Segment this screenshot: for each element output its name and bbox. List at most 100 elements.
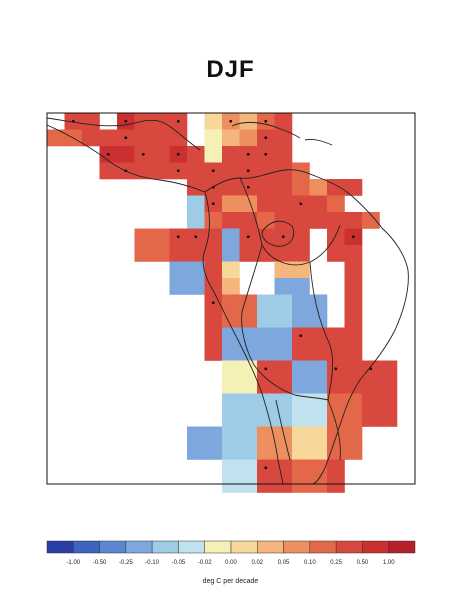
grid-cell bbox=[344, 410, 363, 427]
grid-cell bbox=[327, 212, 345, 229]
grid-cell bbox=[134, 162, 153, 180]
sa-east-coast bbox=[311, 195, 409, 485]
grid-cell bbox=[379, 410, 398, 427]
significance-dot bbox=[211, 301, 215, 305]
grid-cell bbox=[309, 311, 328, 328]
grid-cell bbox=[187, 212, 205, 229]
grid-cell bbox=[187, 195, 205, 213]
grid-cell bbox=[204, 327, 223, 345]
central-america-coast-north bbox=[46, 117, 201, 151]
grid-cell bbox=[344, 278, 363, 295]
significance-dot bbox=[246, 152, 250, 156]
grid-cell bbox=[222, 426, 240, 444]
colorbar-box bbox=[362, 540, 389, 554]
grid-cell bbox=[274, 113, 293, 130]
grid-cell bbox=[239, 294, 258, 312]
significance-dot bbox=[211, 202, 215, 206]
sa-west-coast bbox=[202, 191, 284, 485]
grid-cell bbox=[187, 179, 205, 196]
grid-cell bbox=[292, 410, 310, 427]
grid-cell bbox=[309, 443, 328, 460]
grid-cell bbox=[222, 261, 240, 279]
grid-cell bbox=[222, 162, 240, 180]
colorbar-tick-label: -0.05 bbox=[172, 560, 186, 566]
grid-cell bbox=[239, 443, 258, 460]
grid-cell bbox=[152, 245, 170, 262]
grid-cell bbox=[327, 393, 345, 411]
significance-dot bbox=[351, 235, 355, 239]
grid-cell bbox=[222, 443, 240, 460]
grid-cell bbox=[274, 344, 293, 361]
significance-dot bbox=[106, 152, 110, 156]
grid-cell bbox=[309, 410, 328, 427]
grid-cell bbox=[204, 443, 223, 460]
grid-cell bbox=[274, 278, 293, 295]
grid-cell bbox=[274, 360, 293, 378]
grid-cell bbox=[257, 344, 275, 361]
grid-cell bbox=[274, 393, 293, 411]
colorbar-box bbox=[283, 540, 311, 554]
grid-cell bbox=[82, 113, 100, 130]
significance-dot bbox=[176, 235, 180, 239]
colorbar-tick-label: 0.05 bbox=[278, 560, 290, 566]
grid-cell bbox=[274, 245, 293, 262]
grid-cell bbox=[222, 294, 240, 312]
significance-dot bbox=[264, 136, 268, 140]
grid-cell bbox=[309, 294, 328, 312]
grid-cell bbox=[292, 311, 310, 328]
grid-cell bbox=[239, 212, 258, 229]
grid-cell bbox=[239, 129, 258, 147]
grid-cell bbox=[274, 294, 293, 312]
grid-cell bbox=[257, 377, 275, 394]
grid-cell bbox=[239, 459, 258, 477]
colorbar-tick-label: 0.25 bbox=[330, 560, 342, 566]
grid-cell bbox=[274, 311, 293, 328]
colorbar-tick-label: 1.00 bbox=[383, 560, 395, 566]
grid-cell bbox=[187, 426, 205, 444]
grid-cell bbox=[222, 393, 240, 411]
grid-cell bbox=[274, 129, 293, 147]
grid-cell bbox=[222, 212, 240, 229]
colorbar-box bbox=[257, 540, 284, 554]
grid-cell bbox=[257, 245, 275, 262]
significance-dot bbox=[176, 169, 180, 173]
grid-cell bbox=[344, 344, 363, 361]
significance-dot bbox=[299, 202, 303, 206]
grid-cell bbox=[169, 245, 188, 262]
grid-cell bbox=[257, 294, 275, 312]
grid-cell bbox=[362, 410, 380, 427]
grid-cell bbox=[309, 179, 328, 196]
grid-cell bbox=[222, 344, 240, 361]
grid-cell bbox=[379, 393, 398, 411]
grid-cell bbox=[134, 228, 153, 246]
grid-cell bbox=[117, 146, 135, 163]
significance-dot bbox=[176, 119, 180, 123]
grid-cell bbox=[292, 443, 310, 460]
colorbar-tick-label: -0.25 bbox=[119, 560, 133, 566]
significance-dot bbox=[246, 169, 250, 173]
colorbar-tick-label: -0.50 bbox=[93, 560, 107, 566]
grid-cell bbox=[309, 195, 328, 213]
grid-cell bbox=[239, 393, 258, 411]
grid-cell bbox=[344, 261, 363, 279]
significance-dot bbox=[194, 235, 198, 239]
significance-dot bbox=[246, 185, 250, 189]
significance-dot bbox=[211, 169, 215, 173]
colorbar-box bbox=[178, 540, 205, 554]
grid-cell bbox=[344, 212, 363, 229]
significance-dot bbox=[141, 152, 145, 156]
colorbar-box bbox=[46, 540, 74, 554]
grid-cell bbox=[239, 195, 258, 213]
grid-cell bbox=[222, 410, 240, 427]
grid-cell bbox=[152, 162, 170, 180]
colorbar-box bbox=[204, 540, 232, 554]
grid-cell bbox=[274, 195, 293, 213]
grid-cell bbox=[274, 261, 293, 279]
grid-cell bbox=[274, 179, 293, 196]
grid-cell bbox=[204, 146, 223, 163]
colorbar-tick-label: 0.50 bbox=[357, 560, 369, 566]
grid-cell bbox=[344, 377, 363, 394]
significance-dot bbox=[299, 334, 303, 338]
grid-cell bbox=[204, 311, 223, 328]
